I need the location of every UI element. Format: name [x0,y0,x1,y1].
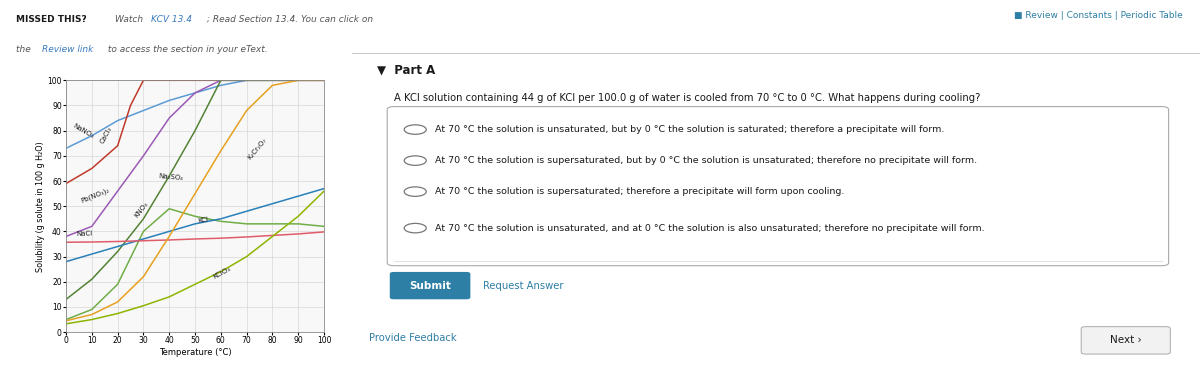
Text: Pb(NO₃)₂: Pb(NO₃)₂ [80,187,110,204]
Text: KCl: KCl [197,216,209,224]
Text: NaCl: NaCl [77,230,92,237]
Text: Review link: Review link [42,45,94,54]
Text: At 70 °C the solution is unsaturated, but by 0 °C the solution is saturated; the: At 70 °C the solution is unsaturated, bu… [434,125,944,134]
Text: At 70 °C the solution is supersaturated; therefore a precipitate will form upon : At 70 °C the solution is supersaturated;… [434,187,844,196]
FancyBboxPatch shape [1081,327,1170,354]
FancyBboxPatch shape [388,107,1169,266]
Text: ■ Review | Constants | Periodic Table: ■ Review | Constants | Periodic Table [1014,11,1183,20]
Text: At 70 °C the solution is unsaturated, and at 0 °C the solution is also unsaturat: At 70 °C the solution is unsaturated, an… [434,224,984,233]
Circle shape [404,156,426,165]
Text: ; Read Section 13.4. You can click on: ; Read Section 13.4. You can click on [208,15,373,24]
Circle shape [404,125,426,134]
Text: to access the section in your eText.: to access the section in your eText. [106,45,268,54]
Text: ▼  Part A: ▼ Part A [377,64,436,77]
Text: CaCl₂: CaCl₂ [100,126,114,145]
Text: Watch: Watch [115,15,146,24]
Circle shape [404,187,426,196]
Text: the: the [16,45,34,54]
Text: KNO₃: KNO₃ [133,200,149,218]
Text: Submit: Submit [409,281,451,291]
Text: A KCl solution containing 44 g of KCl per 100.0 g of water is cooled from 70 °C : A KCl solution containing 44 g of KCl pe… [394,93,980,103]
Text: MISSED THIS?: MISSED THIS? [16,15,86,24]
Y-axis label: Solubility (g solute in 100 g H₂O): Solubility (g solute in 100 g H₂O) [36,141,44,272]
Text: Na₂SO₄: Na₂SO₄ [158,173,184,181]
Text: KCV 13.4: KCV 13.4 [151,15,192,24]
Text: Provide Feedback: Provide Feedback [368,333,456,343]
Text: At 70 °C the solution is supersaturated, but by 0 °C the solution is unsaturated: At 70 °C the solution is supersaturated,… [434,156,977,165]
Text: Next ›: Next › [1110,335,1141,345]
Circle shape [404,223,426,233]
Text: K₂Cr₂O₇: K₂Cr₂O₇ [247,137,268,160]
Text: KClO₃: KClO₃ [211,265,232,279]
X-axis label: Temperature (°C): Temperature (°C) [158,348,232,357]
Text: Request Answer: Request Answer [484,281,564,291]
FancyBboxPatch shape [390,272,470,299]
Text: NaNO₃: NaNO₃ [72,123,95,140]
